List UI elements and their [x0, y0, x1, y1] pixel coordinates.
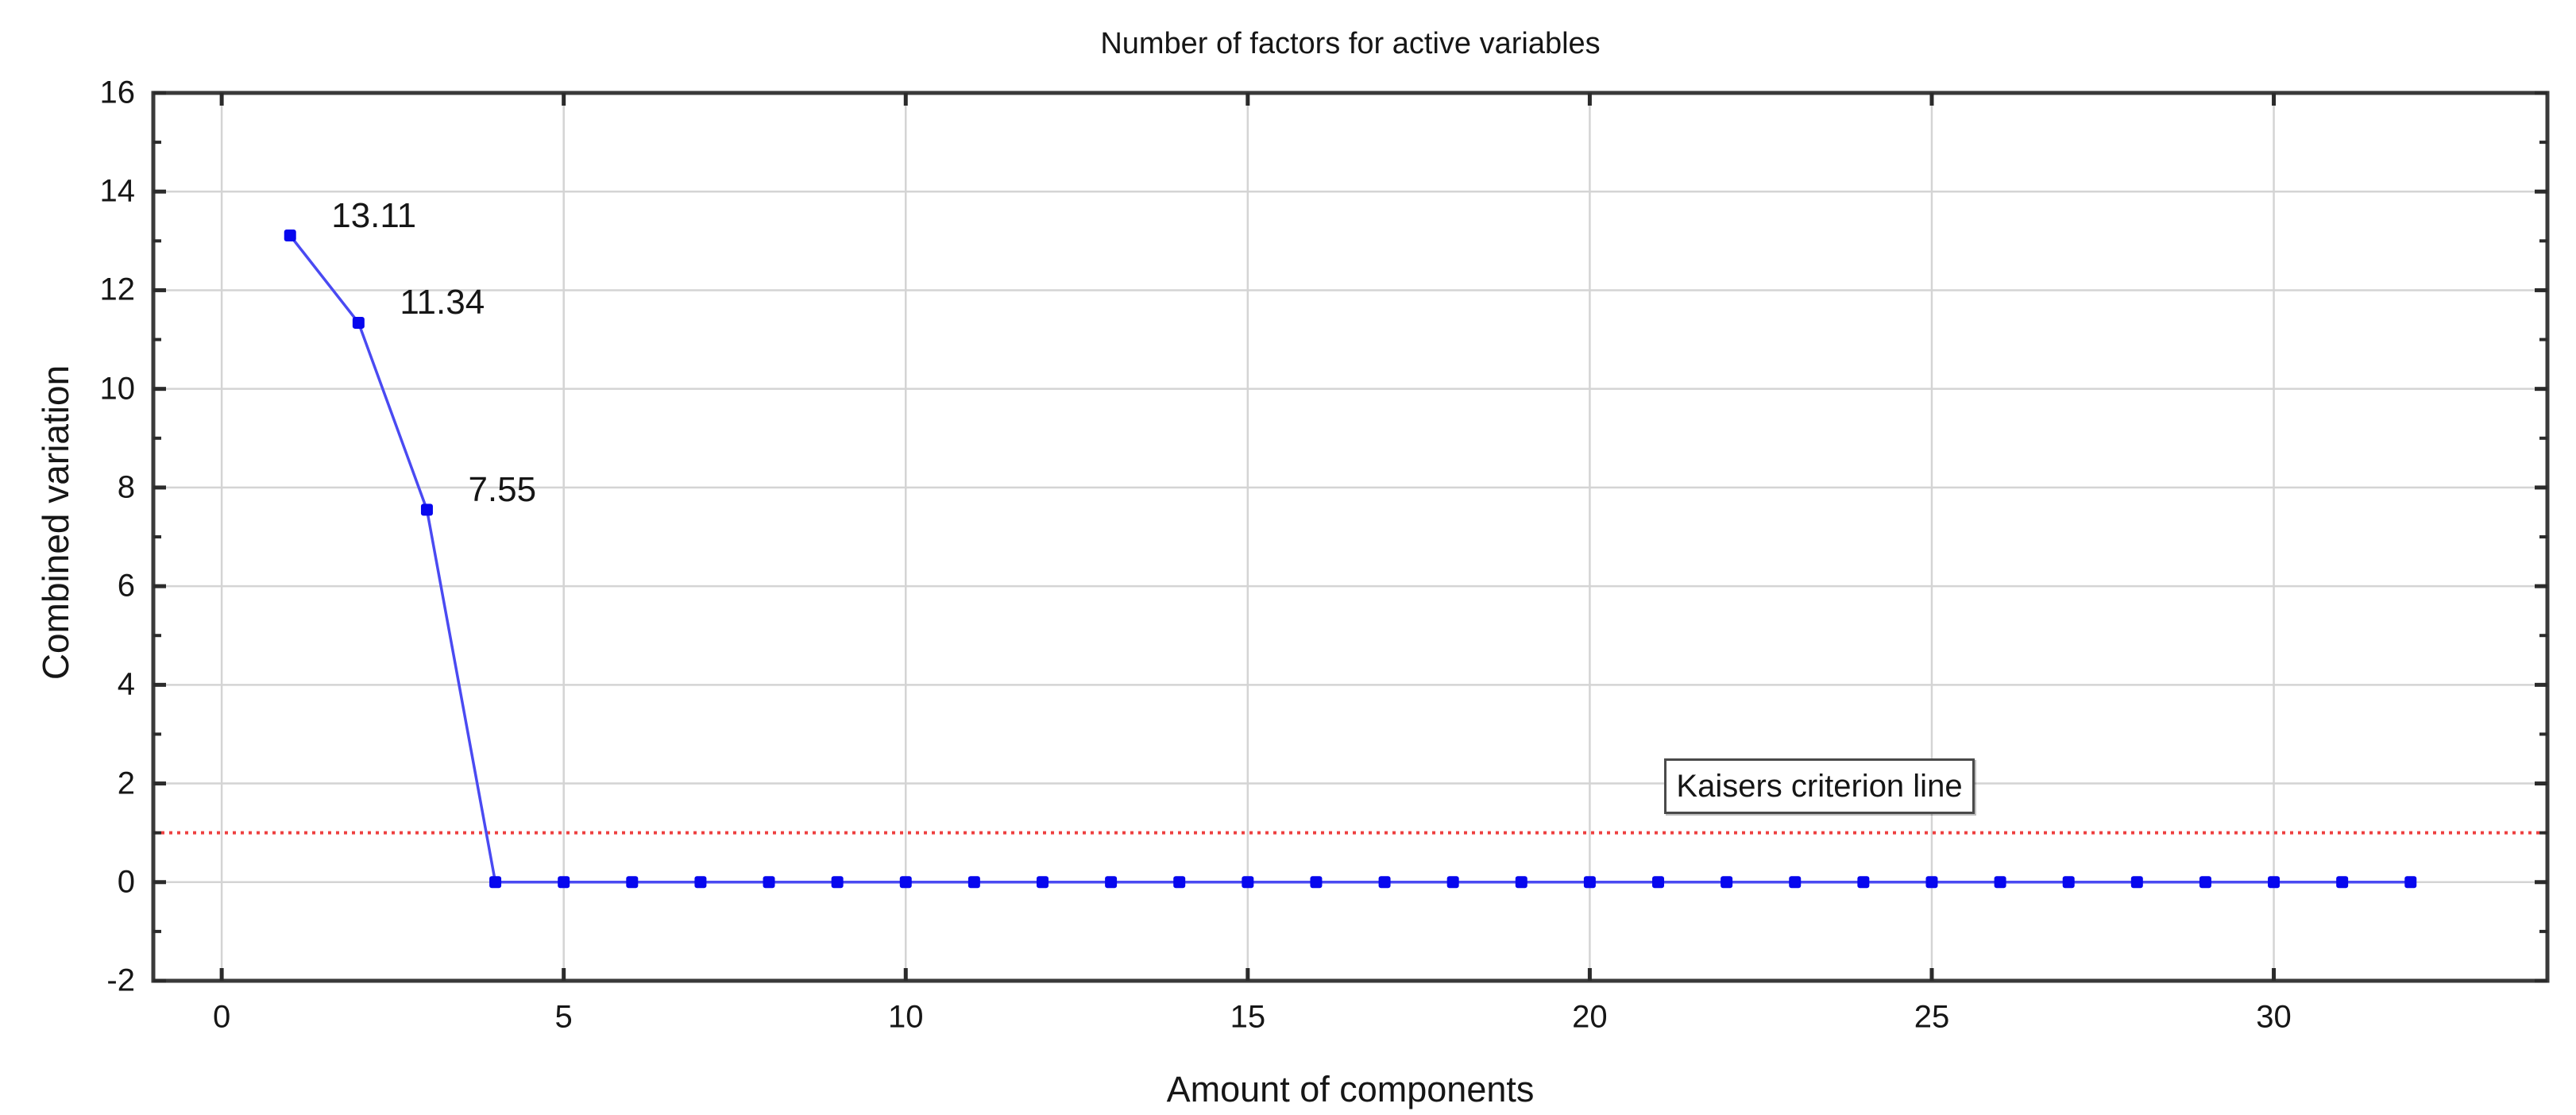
- y-tick-label: 4: [117, 666, 135, 702]
- data-point-marker: [1173, 876, 1186, 889]
- y-tick-label: -2: [106, 963, 135, 998]
- data-point-marker: [1857, 876, 1870, 889]
- data-point-marker: [558, 876, 570, 889]
- y-tick-label: 14: [99, 173, 136, 209]
- data-point-marker: [1378, 876, 1391, 889]
- data-point-marker: [2404, 876, 2417, 889]
- data-point-marker: [1994, 876, 2006, 889]
- y-tick-label: 6: [117, 568, 135, 604]
- data-point-marker: [489, 876, 502, 889]
- gridlines: [153, 93, 2547, 981]
- border-layer: [151, 91, 2550, 983]
- x-tick-label: 5: [554, 999, 573, 1035]
- data-point-marker: [1446, 876, 1459, 889]
- data-point-marker: [694, 876, 707, 889]
- data-point-marker: [420, 503, 433, 516]
- data-point-marker: [899, 876, 912, 889]
- data-point-marker: [2199, 876, 2211, 889]
- y-tick-label: 12: [99, 272, 136, 307]
- data-point-marker: [1105, 876, 1118, 889]
- y-tick-label: 8: [117, 469, 135, 505]
- data-point-marker: [1583, 876, 1596, 889]
- markers-layer: [284, 230, 2417, 889]
- data-point-marker: [2130, 876, 2143, 889]
- data-point-marker: [626, 876, 639, 889]
- y-tick-label: 16: [99, 75, 136, 110]
- data-point-marker: [967, 876, 980, 889]
- kaiser-criterion-label: Kaisers criterion line: [1676, 768, 1963, 804]
- x-tick-label: 25: [1914, 999, 1950, 1035]
- x-tick-label: 20: [1572, 999, 1608, 1035]
- axis-ticks: [153, 91, 2547, 983]
- data-point-marker: [2336, 876, 2349, 889]
- data-point-marker: [1242, 876, 1254, 889]
- x-tick-label: 30: [2256, 999, 2292, 1035]
- kaiser-criterion-label-box: Kaisers criterion line: [1664, 758, 1975, 814]
- x-axis-title: Amount of components: [1166, 1069, 1535, 1109]
- point-value-label: 7.55: [468, 469, 537, 509]
- data-point-marker: [1036, 876, 1049, 889]
- point-value-label: 11.34: [400, 283, 485, 322]
- data-point-marker: [284, 230, 296, 242]
- data-point-marker: [763, 876, 775, 889]
- series-line: [288, 234, 2411, 884]
- data-point-marker: [831, 876, 844, 889]
- y-tick-label: 2: [117, 766, 135, 801]
- series-layer: [288, 234, 2411, 884]
- data-point-marker: [2268, 876, 2281, 889]
- x-tick-label: 0: [212, 999, 231, 1035]
- data-point-marker: [2062, 876, 2075, 889]
- y-axis-title: Combined variation: [35, 365, 76, 681]
- plot-border: [151, 91, 2550, 983]
- y-tick-label: 0: [117, 864, 135, 900]
- x-tick-label: 10: [888, 999, 924, 1035]
- point-value-label: 13.11: [331, 195, 417, 235]
- data-point-marker: [1925, 876, 1938, 889]
- data-point-marker: [1789, 876, 1802, 889]
- data-point-marker: [1310, 876, 1323, 889]
- data-point-marker: [1515, 876, 1527, 889]
- data-point-marker: [352, 316, 365, 329]
- y-tick-label: 10: [99, 371, 136, 407]
- data-point-marker: [1721, 876, 1733, 889]
- chart-title: Number of factors for active variables: [1100, 27, 1601, 60]
- x-tick-label: 15: [1230, 999, 1266, 1035]
- data-point-marker: [1652, 876, 1665, 889]
